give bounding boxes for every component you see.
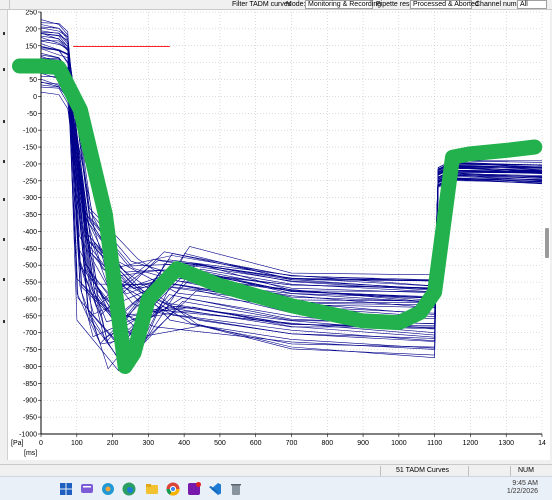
vscode-icon[interactable] xyxy=(207,481,223,497)
x-tick-label: 100 xyxy=(71,440,83,447)
strip-mark xyxy=(3,32,5,35)
mode-dropdown[interactable]: Monitoring & Recording xyxy=(305,0,381,9)
windows-taskbar: 9:45 AM 1/22/2026 xyxy=(0,476,552,500)
y-tick-label: -1000 xyxy=(19,432,37,439)
y-tick-label: -850 xyxy=(23,381,37,388)
strip-mark xyxy=(3,198,5,201)
pipette-result-dropdown[interactable]: Processed & Aborted xyxy=(410,0,479,9)
edge-icon[interactable] xyxy=(121,481,137,497)
x-tick-label: 14 xyxy=(538,440,546,447)
y-tick-label: -800 xyxy=(23,364,37,371)
y-tick-label: -550 xyxy=(23,280,37,287)
x-tick-label: 0 xyxy=(39,440,43,447)
toolbar-left-panel xyxy=(0,0,10,10)
y-tick-label: 250 xyxy=(25,10,37,17)
y-tick-label: -200 xyxy=(23,161,37,168)
x-tick-label: 600 xyxy=(250,440,262,447)
file-explorer-icon[interactable] xyxy=(144,481,160,497)
mode-label: Mode: xyxy=(286,1,306,8)
x-tick-label: 200 xyxy=(107,440,119,447)
y-tick-label: -350 xyxy=(23,212,37,219)
recycle-bin-icon[interactable] xyxy=(228,481,244,497)
tadm-curve xyxy=(41,48,542,372)
status-separator xyxy=(380,466,381,476)
filter-label: Filter TADM curves xyxy=(232,1,292,8)
y-tick-label: -400 xyxy=(23,229,37,236)
tadm-chart-area[interactable]: 250 200 150 100 50 0 -50 -100 -150 -200 -250 -300 -3… xyxy=(8,10,550,460)
strip-mark xyxy=(3,278,5,281)
tadm-chart: 250200150100500-50-100-150-200-250-300-3… xyxy=(11,10,546,457)
y-tick-label: -100 xyxy=(23,128,37,135)
system-clock[interactable]: 9:45 AM 1/22/2026 xyxy=(507,480,538,496)
x-tick-label: 1100 xyxy=(427,440,442,447)
y-axis-unit-label: [Pa] xyxy=(11,440,24,447)
pipette-result-label: Pipette result: xyxy=(376,1,419,8)
x-tick-label: 500 xyxy=(214,440,226,447)
x-tick-label: 1000 xyxy=(391,440,407,447)
y-tick-label: 50 xyxy=(29,77,37,84)
y-tick-label: -750 xyxy=(23,347,37,354)
x-tick-label: 1300 xyxy=(498,440,514,447)
status-bar: 51 TADM Curves NUM xyxy=(0,464,552,476)
tadm-curve xyxy=(41,19,542,304)
clock-time: 9:45 AM xyxy=(512,480,538,487)
status-separator xyxy=(468,466,469,476)
clock-date: 1/22/2026 xyxy=(506,488,538,495)
onenote-icon[interactable] xyxy=(186,481,202,497)
chat-icon[interactable] xyxy=(79,481,95,497)
vertical-scroll-thumb[interactable] xyxy=(545,228,549,258)
copilot-icon[interactable] xyxy=(100,481,116,497)
status-separator xyxy=(510,466,511,476)
y-tick-label: -500 xyxy=(23,263,37,270)
filter-toolbar: Filter TADM curves Mode: Monitoring & Re… xyxy=(0,0,552,10)
strip-mark xyxy=(3,238,5,241)
left-panel-strip xyxy=(0,10,8,460)
y-tick-label: -450 xyxy=(23,246,37,253)
x-tick-label: 400 xyxy=(178,440,190,447)
strip-mark xyxy=(3,320,5,323)
x-tick-label: 900 xyxy=(357,440,369,447)
y-tick-label: -300 xyxy=(23,195,37,202)
strip-mark xyxy=(3,68,5,71)
x-tick-label: 1200 xyxy=(463,440,479,447)
curve-count: 51 TADM Curves xyxy=(396,467,450,474)
x-axis-unit-label: [ms] xyxy=(24,450,37,457)
x-tick-label: 700 xyxy=(286,440,298,447)
channel-number-dropdown[interactable]: All xyxy=(517,0,547,9)
y-tick-label: 0 xyxy=(33,94,37,101)
x-tick-label: 300 xyxy=(143,440,155,447)
y-tick-label: -700 xyxy=(23,330,37,337)
start-icon[interactable] xyxy=(58,481,74,497)
y-tick-label: -600 xyxy=(23,296,37,303)
x-tick-label: 800 xyxy=(321,440,333,447)
y-tick-label: -650 xyxy=(23,313,37,320)
y-tick-label: -150 xyxy=(23,145,37,152)
y-tick-label: 200 xyxy=(25,26,37,33)
y-tick-label: -900 xyxy=(23,398,37,405)
chrome-icon[interactable] xyxy=(165,481,181,497)
green-annotation-stroke xyxy=(12,58,543,374)
y-tick-label: -250 xyxy=(23,178,37,185)
channel-number-label: Channel number: xyxy=(475,1,529,8)
y-tick-label: -50 xyxy=(27,111,37,118)
strip-mark xyxy=(3,160,5,163)
y-tick-label: 150 xyxy=(25,43,37,50)
strip-mark xyxy=(3,120,5,123)
num-lock-indicator: NUM xyxy=(518,467,534,474)
y-tick-label: -950 xyxy=(23,415,37,422)
